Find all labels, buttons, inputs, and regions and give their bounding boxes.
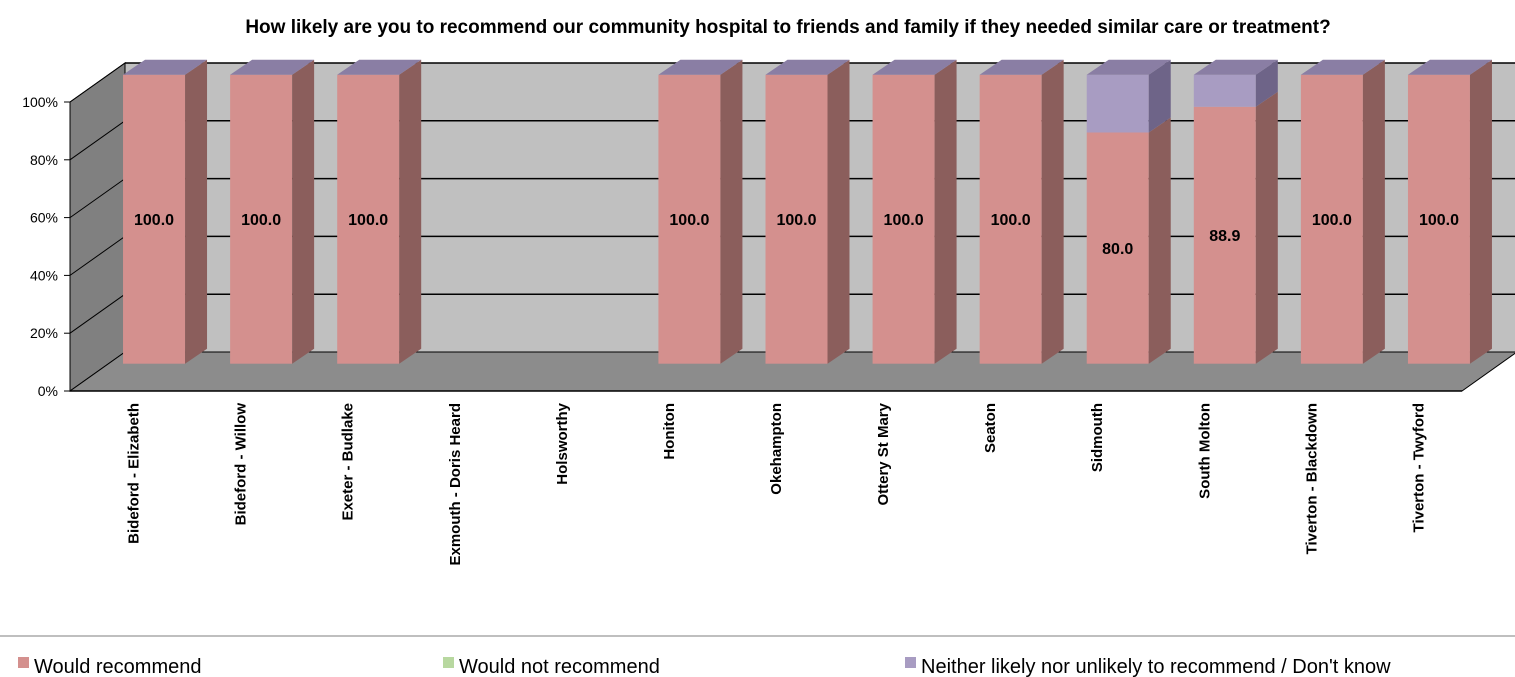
data-label: 100.0 xyxy=(241,212,281,229)
category-label: Sidmouth xyxy=(1089,403,1106,472)
bar-segment xyxy=(765,74,828,364)
category-label: Bideford - Elizabeth xyxy=(126,403,143,544)
bar-segment xyxy=(337,74,400,364)
bar-side xyxy=(1255,91,1278,364)
bar-side xyxy=(185,59,208,364)
category-label: Holsworthy xyxy=(554,402,571,484)
bar-top xyxy=(872,59,957,75)
data-label: 100.0 xyxy=(1419,212,1459,229)
bar-side xyxy=(1148,117,1171,364)
category-label: Seaton xyxy=(982,403,999,453)
side-wall xyxy=(69,62,126,392)
gridline-side xyxy=(69,235,126,276)
gridline-side xyxy=(69,62,126,103)
data-label: 100.0 xyxy=(1312,212,1352,229)
data-label: 100.0 xyxy=(776,212,816,229)
bar-segment xyxy=(658,74,721,364)
y-tick-label: 0% xyxy=(38,383,58,399)
bar-top xyxy=(337,59,422,75)
bar-segment xyxy=(979,74,1042,364)
bar-segment xyxy=(1086,74,1149,133)
category-label: Honiton xyxy=(661,403,678,460)
legend-swatch xyxy=(905,657,916,668)
y-tick-label: 40% xyxy=(30,267,58,283)
legend-swatch xyxy=(443,657,454,668)
bar-top xyxy=(1086,59,1171,75)
bar-top xyxy=(765,59,850,75)
y-tick-label: 100% xyxy=(22,94,58,110)
bar-side xyxy=(827,59,850,364)
bar-segment xyxy=(230,74,293,364)
category-label: Exmouth - Doris Heard xyxy=(447,403,464,566)
bar-side xyxy=(720,59,743,364)
data-label: 100.0 xyxy=(884,212,924,229)
legend-label: Would recommend xyxy=(34,656,201,677)
y-tick-label: 20% xyxy=(30,325,58,341)
bar-side xyxy=(292,59,315,364)
bar-top xyxy=(1193,59,1278,75)
bar-side xyxy=(1362,59,1385,364)
data-label: 80.0 xyxy=(1102,241,1133,258)
legend: Would recommend Would not recommend Neithe… xyxy=(18,656,1391,677)
data-label: 88.9 xyxy=(1209,228,1240,245)
data-labels: 100.0 100.0 100.0 100.0 100.0 100.0 100.0 80.0 8… xyxy=(134,212,1459,258)
bar-top xyxy=(1407,59,1492,75)
legend-label: Neither likely nor unlikely to recommend… xyxy=(921,656,1391,677)
chart-title: How likely are you to recommend our comm… xyxy=(245,17,1330,38)
bar-top xyxy=(123,59,208,75)
bar-side xyxy=(1148,59,1171,133)
data-label: 100.0 xyxy=(134,212,174,229)
gridline-side xyxy=(69,293,126,334)
legend-swatch xyxy=(18,657,29,668)
bar-side xyxy=(1041,59,1064,364)
bars xyxy=(123,59,1492,364)
bar-segment xyxy=(1193,74,1256,107)
data-label: 100.0 xyxy=(991,212,1031,229)
category-label: Okehampton xyxy=(768,403,785,495)
bar-segment xyxy=(123,74,186,364)
bar-side xyxy=(399,59,422,364)
x-axis-labels: Bideford - Elizabeth Bideford - Willow Exe… xyxy=(126,402,1428,565)
bar-segment xyxy=(1300,74,1363,364)
category-label: Tiverton - Blackdown xyxy=(1303,403,1320,554)
gridline-side xyxy=(69,178,126,219)
data-label: 100.0 xyxy=(669,212,709,229)
category-label: Tiverton - Twyford xyxy=(1410,403,1427,532)
bar-side xyxy=(1469,59,1492,364)
bar-segment xyxy=(1407,74,1470,364)
gridline-side xyxy=(69,120,126,161)
y-axis-ticks: 0% 20% 40% 60% 80% 100% xyxy=(22,94,1462,399)
bar-segment xyxy=(1193,106,1256,364)
category-label: Ottery St Mary xyxy=(875,402,892,505)
category-label: Bideford - Willow xyxy=(233,403,250,526)
bar-top xyxy=(230,59,315,75)
bar-top xyxy=(979,59,1064,75)
data-label: 100.0 xyxy=(348,212,388,229)
bar-top xyxy=(658,59,743,75)
bar-segment xyxy=(1086,132,1149,364)
bar-segment xyxy=(872,74,935,364)
bar-side xyxy=(934,59,957,364)
bar-side xyxy=(1255,59,1278,107)
y-tick-label: 80% xyxy=(30,152,58,168)
bar-top xyxy=(1300,59,1385,75)
y-tick-label: 60% xyxy=(30,210,58,226)
category-label: Exeter - Budlake xyxy=(340,403,357,521)
legend-label: Would not recommend xyxy=(459,656,660,677)
category-label: South Molton xyxy=(1196,403,1213,499)
